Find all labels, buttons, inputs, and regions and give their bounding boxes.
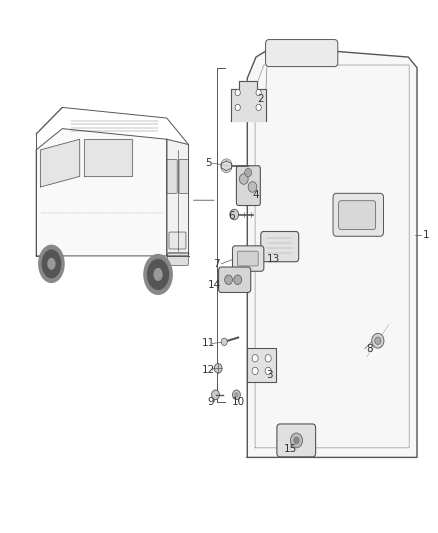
Circle shape xyxy=(265,354,271,362)
Text: 5: 5 xyxy=(205,158,212,168)
FancyBboxPatch shape xyxy=(247,348,276,382)
Text: 10: 10 xyxy=(232,397,245,407)
Circle shape xyxy=(212,390,219,400)
Text: 7: 7 xyxy=(213,259,220,269)
Circle shape xyxy=(235,393,238,397)
Polygon shape xyxy=(36,128,167,256)
FancyBboxPatch shape xyxy=(168,253,188,265)
FancyBboxPatch shape xyxy=(237,166,260,206)
Circle shape xyxy=(252,367,258,375)
Text: 14: 14 xyxy=(208,280,221,290)
Circle shape xyxy=(265,367,271,375)
Ellipse shape xyxy=(144,255,172,294)
Text: 3: 3 xyxy=(266,370,272,380)
Polygon shape xyxy=(41,139,80,187)
FancyBboxPatch shape xyxy=(233,246,264,271)
Ellipse shape xyxy=(39,245,64,282)
Ellipse shape xyxy=(48,259,55,269)
Circle shape xyxy=(221,338,227,345)
Circle shape xyxy=(256,90,261,96)
Circle shape xyxy=(214,364,222,373)
Text: 2: 2 xyxy=(257,94,264,104)
Circle shape xyxy=(375,337,381,344)
FancyBboxPatch shape xyxy=(333,193,384,236)
Circle shape xyxy=(256,104,261,111)
Circle shape xyxy=(252,354,258,362)
Circle shape xyxy=(235,104,240,111)
Circle shape xyxy=(230,209,239,220)
Circle shape xyxy=(245,168,252,177)
Circle shape xyxy=(225,275,233,285)
Polygon shape xyxy=(167,139,188,256)
FancyBboxPatch shape xyxy=(219,267,251,293)
Circle shape xyxy=(372,333,384,348)
Circle shape xyxy=(234,275,242,285)
Circle shape xyxy=(221,159,232,173)
Circle shape xyxy=(248,182,257,192)
FancyBboxPatch shape xyxy=(167,159,177,193)
FancyBboxPatch shape xyxy=(237,251,258,266)
Ellipse shape xyxy=(42,250,60,278)
Polygon shape xyxy=(231,81,265,120)
Text: 6: 6 xyxy=(229,211,235,221)
Ellipse shape xyxy=(148,260,169,289)
Circle shape xyxy=(290,433,303,448)
FancyBboxPatch shape xyxy=(277,424,316,457)
Circle shape xyxy=(233,390,240,400)
Ellipse shape xyxy=(154,269,162,280)
Text: 9: 9 xyxy=(207,397,214,407)
Circle shape xyxy=(240,174,248,184)
Circle shape xyxy=(235,90,240,96)
FancyBboxPatch shape xyxy=(169,232,186,249)
FancyBboxPatch shape xyxy=(261,231,299,262)
FancyBboxPatch shape xyxy=(179,159,188,193)
Text: 8: 8 xyxy=(366,344,372,354)
FancyBboxPatch shape xyxy=(339,201,376,229)
Polygon shape xyxy=(84,139,132,176)
Circle shape xyxy=(294,437,299,443)
Text: 1: 1 xyxy=(422,230,429,240)
Text: 4: 4 xyxy=(253,190,259,200)
FancyBboxPatch shape xyxy=(265,39,338,67)
Text: 15: 15 xyxy=(284,445,297,455)
Polygon shape xyxy=(247,46,417,457)
Text: 13: 13 xyxy=(267,254,280,263)
Text: 12: 12 xyxy=(201,365,215,375)
Text: 11: 11 xyxy=(201,338,215,349)
